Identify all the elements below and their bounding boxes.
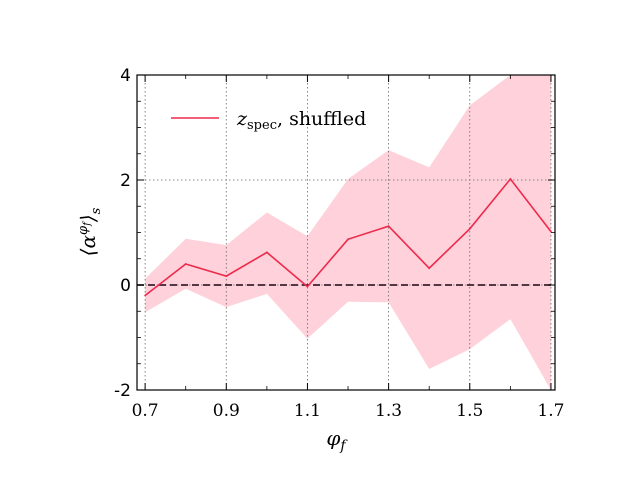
series-line-layer: [144, 177, 552, 297]
x-axis-label-sub: f: [339, 438, 348, 454]
data-point-5: [347, 238, 349, 241]
data-point-7: [428, 267, 431, 270]
legend-label: zspec, shuffled: [236, 108, 366, 133]
legend-label-rest: , shuffled: [277, 108, 366, 130]
x-tick-label-3: 1.3: [375, 401, 402, 421]
data-point-2: [225, 275, 228, 277]
y-tick-label-1: 0: [120, 276, 131, 296]
legend: zspec, shuffled: [171, 108, 366, 133]
x-tick-label-0: 0.7: [132, 401, 159, 421]
x-tick-label-4: 1.5: [456, 401, 483, 421]
x-tick-label-1: 0.9: [213, 401, 240, 421]
tick-layer: 0.7 0.9 1.1 1.3 1.5 1.7 -2 0 2 4: [114, 66, 564, 421]
y-tick-label-0: -2: [114, 381, 131, 401]
x-axis-label-main: φ: [326, 426, 340, 450]
y-tick-label-2: 2: [120, 171, 131, 191]
data-point-10: [550, 230, 552, 233]
data-point-3: [265, 251, 268, 254]
data-point-6: [387, 225, 390, 228]
y-axis-label: ⟨αφf⟩s: [76, 207, 104, 256]
x-axis-label: φf: [326, 426, 348, 454]
x-tick-label-2: 1.1: [294, 401, 321, 421]
data-point-0: [144, 294, 147, 297]
legend-label-sub: spec: [247, 118, 277, 133]
x-tick-label-5: 1.7: [537, 401, 564, 421]
data-point-4: [306, 285, 309, 288]
legend-label-main: z: [236, 108, 248, 130]
confidence-band: [145, 75, 551, 390]
confidence-band-layer: [145, 75, 551, 390]
y-tick-label-3: 4: [120, 66, 131, 86]
data-point-1: [184, 263, 187, 265]
data-point-9: [509, 178, 512, 180]
data-point-8: [468, 227, 471, 230]
